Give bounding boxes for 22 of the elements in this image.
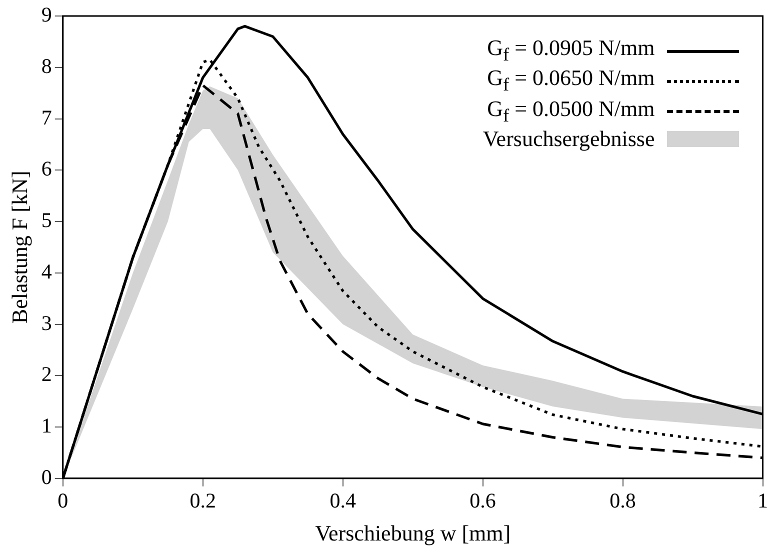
y-tick-label: 5 <box>41 208 52 232</box>
y-tick-label: 9 <box>41 2 52 27</box>
x-tick-label: 0.2 <box>190 488 216 513</box>
x-axis-title: Verschiebung w [mm] <box>315 520 511 546</box>
legend-label: G$_{f}$ = 0.0500 N/mm <box>487 96 655 128</box>
y-tick-label: 2 <box>41 362 52 386</box>
y-tick-label: 8 <box>41 54 52 78</box>
y-tick-label: 6 <box>41 156 52 181</box>
y-tick-label: 1 <box>41 414 52 438</box>
legend-label: Versuchsergebnisse <box>482 126 655 152</box>
x-tick-label: 1 <box>758 488 768 513</box>
x-tick-label: 0.8 <box>610 488 636 513</box>
legend-label: G$_{f}$ = 0.0650 N/mm <box>487 65 655 97</box>
y-axis-title: Belastung F [kN] <box>6 170 32 324</box>
y-tick-label: 4 <box>41 259 52 284</box>
legend-label: G$_{f}$ = 0.0905 N/mm <box>487 35 655 66</box>
x-tick-label: 0.6 <box>470 488 496 513</box>
y-tick-label: 0 <box>41 464 52 489</box>
y-tick-label: 3 <box>41 310 52 335</box>
x-tick-label: 0 <box>58 488 68 513</box>
x-tick-label: 0.4 <box>330 488 356 513</box>
y-tick-label: 7 <box>41 105 52 130</box>
